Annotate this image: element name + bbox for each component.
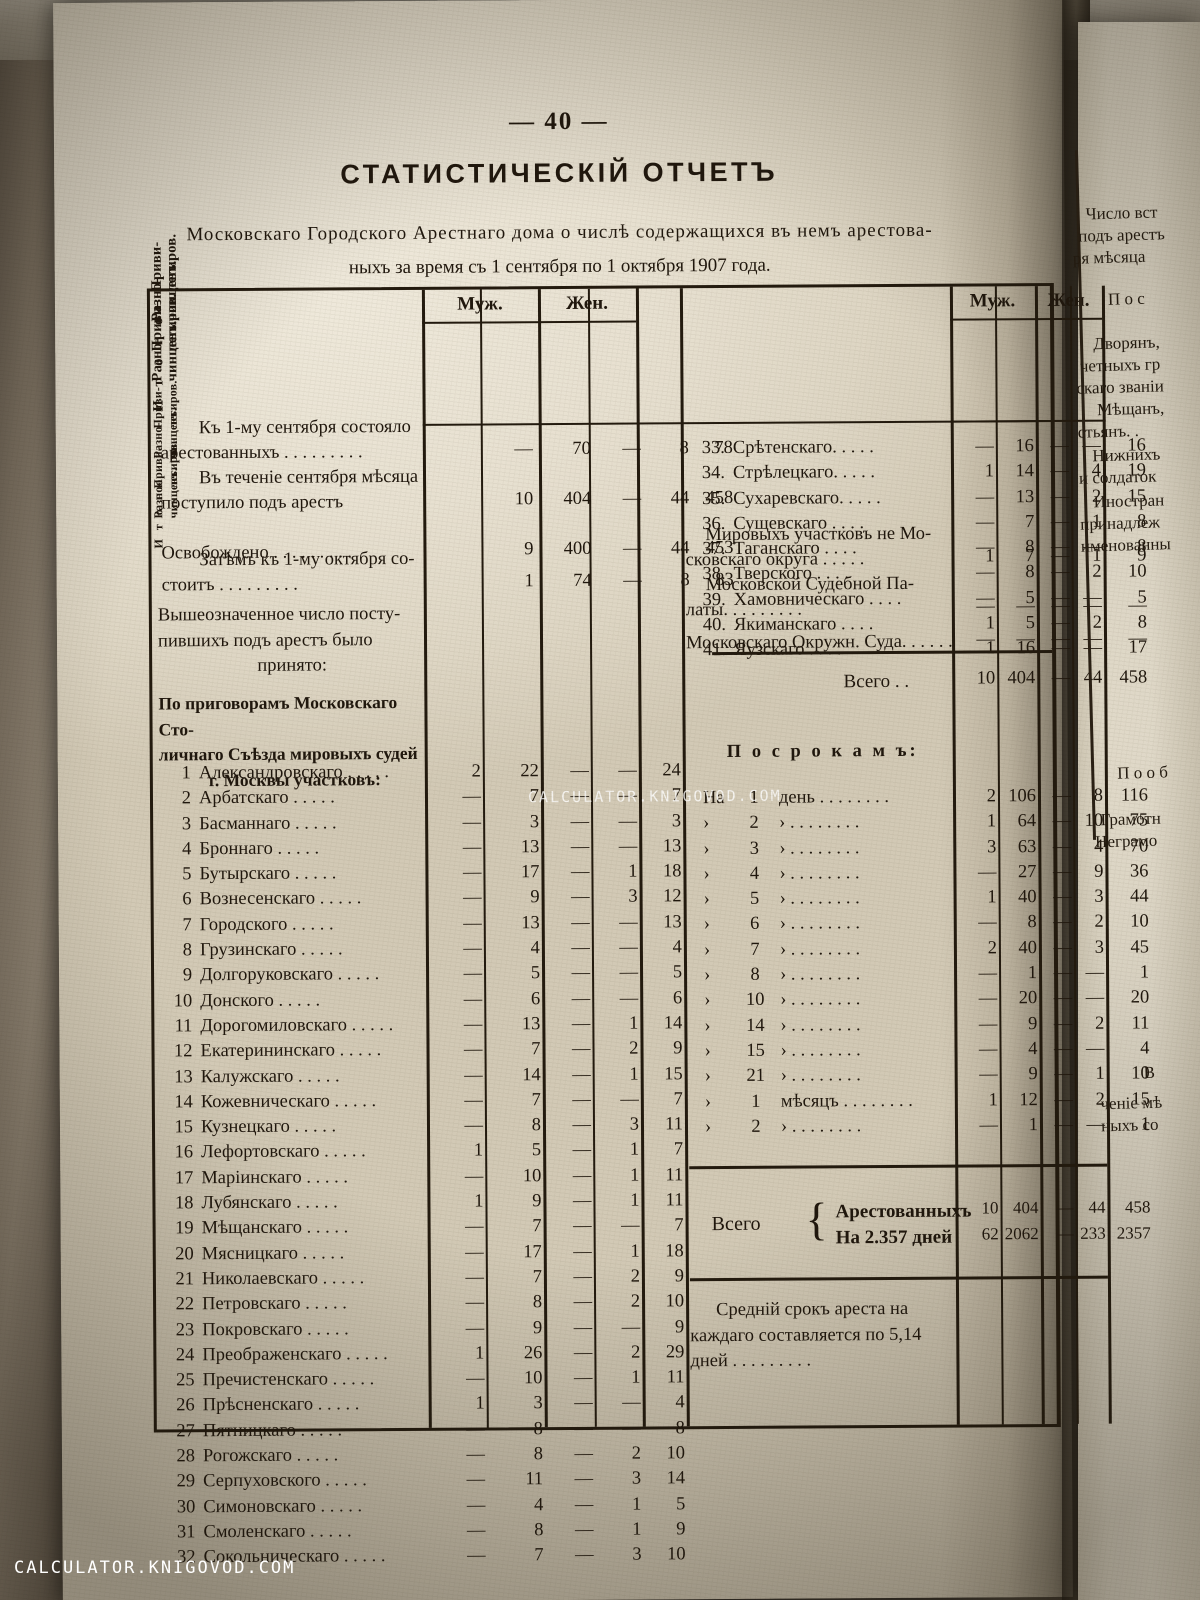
right-page-leaf <box>1078 22 1200 1600</box>
watermark-bottom: CALCULATOR.KNIGOVOD.COM <box>14 1558 296 1578</box>
